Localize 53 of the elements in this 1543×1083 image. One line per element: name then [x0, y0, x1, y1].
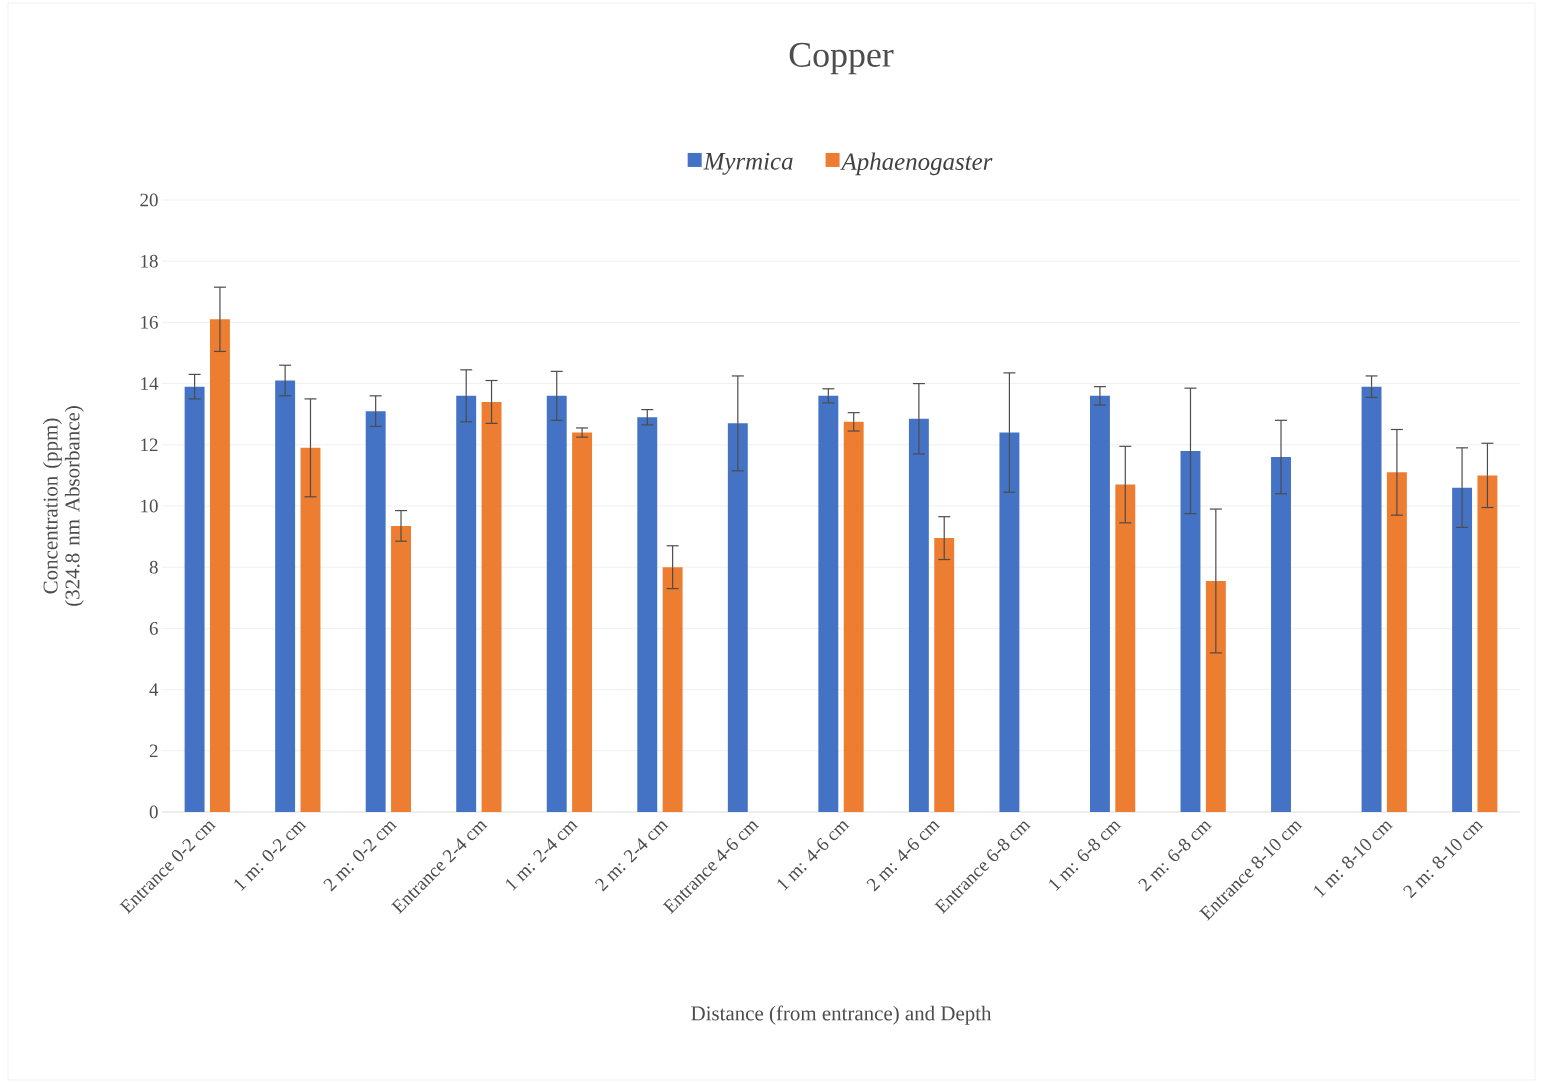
bar: [391, 525, 411, 812]
bar: [934, 538, 955, 812]
x-tick-label: 1 m: 4-6 cm: [777, 821, 850, 891]
bar: [572, 432, 593, 812]
bar: [365, 411, 386, 812]
chart-title: Copper: [789, 42, 894, 75]
x-tick-label: 2 m: 6-8 cm: [1138, 821, 1212, 892]
bar: [275, 380, 296, 812]
bar: [637, 417, 658, 812]
bar: [1180, 450, 1201, 812]
bar: [1271, 457, 1291, 812]
x-tick-label: 2 m: 4-6 cm: [866, 821, 941, 892]
y-tick-label: 0: [149, 805, 158, 819]
y-tick-label: 4: [149, 683, 159, 696]
y-tick-label: 6: [149, 622, 158, 635]
y-tick-label: 16: [141, 316, 158, 329]
y-axis-title: Concentration (ppm) (324.8 nm Absorbance): [42, 406, 84, 606]
x-tick-label: 1 m: 8-10 cm: [1314, 821, 1393, 898]
y-tick-label: 2: [149, 744, 158, 758]
bar: [1452, 487, 1473, 812]
x-tick-label: 1 m: 6-8 cm: [1049, 821, 1122, 891]
y-tick-label: 10: [141, 499, 158, 513]
x-tick-label: 2 m: 0-2 cm: [323, 821, 398, 892]
bar: [1089, 395, 1110, 812]
x-tick-label: 1 m: 2-4 cm: [505, 821, 579, 891]
bar: [456, 395, 477, 812]
legend-label: Myrmica: [703, 152, 793, 175]
x-tick-label: 2 m: 8-10 cm: [1403, 821, 1484, 899]
x-tick-label: 1 m: 0-2 cm: [234, 821, 307, 891]
bar: [908, 418, 929, 812]
bar: [999, 432, 1020, 812]
y-tick-label: 12: [141, 438, 158, 452]
bar: [662, 567, 683, 812]
bar: [727, 423, 748, 812]
bar: [1361, 386, 1382, 812]
y-tick-label: 8: [149, 560, 158, 574]
bar: [843, 421, 864, 812]
bar: [1386, 472, 1407, 812]
bar: [184, 386, 205, 812]
bar: [1205, 580, 1226, 812]
bar: [1115, 484, 1136, 812]
x-axis-title: Distance (from entrance) and Depth: [691, 1005, 992, 1025]
x-tick-label: 2 m: 2-4 cm: [594, 821, 669, 892]
legend-label: Aphaenogaster: [840, 152, 993, 176]
bar: [546, 395, 567, 812]
y-tick-label: 20: [140, 193, 158, 207]
y-tick-label: 18: [141, 254, 158, 268]
bar: [481, 401, 502, 812]
bar: [209, 319, 230, 812]
bar: [818, 395, 839, 812]
y-tick-label: 14: [141, 377, 159, 390]
bar: [300, 447, 321, 812]
bar: [1477, 475, 1498, 812]
